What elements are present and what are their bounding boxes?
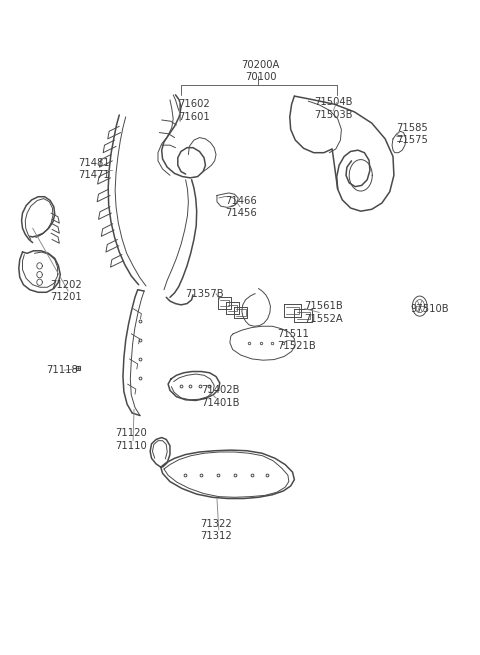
- Text: 97510B: 97510B: [410, 304, 449, 314]
- Text: 71402B
71401B: 71402B 71401B: [201, 386, 240, 408]
- Text: 71602
71601: 71602 71601: [178, 100, 210, 122]
- Text: 71585
71575: 71585 71575: [396, 122, 429, 145]
- Text: 71504B
71503B: 71504B 71503B: [314, 98, 352, 120]
- Text: 71481
71471: 71481 71471: [78, 158, 109, 180]
- Text: 71202
71201: 71202 71201: [50, 280, 82, 302]
- Text: 71561B
71552A: 71561B 71552A: [304, 301, 343, 324]
- Text: 71357B: 71357B: [185, 289, 223, 299]
- Text: 71466
71456: 71466 71456: [225, 196, 257, 218]
- Text: 71322
71312: 71322 71312: [200, 519, 232, 541]
- Text: 71511
71521B: 71511 71521B: [277, 329, 316, 351]
- Text: 71120
71110: 71120 71110: [116, 428, 147, 451]
- Text: 70200A
70100: 70200A 70100: [241, 60, 280, 82]
- Text: 71118: 71118: [47, 365, 78, 375]
